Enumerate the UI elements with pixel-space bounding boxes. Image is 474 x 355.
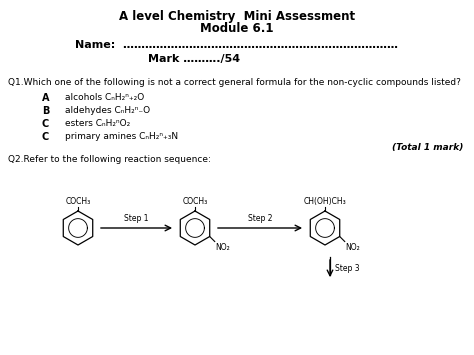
Text: Q2.Refer to the following reaction sequence:: Q2.Refer to the following reaction seque… xyxy=(8,155,211,164)
Text: A level Chemistry  Mini Assessment: A level Chemistry Mini Assessment xyxy=(119,10,355,23)
Text: C: C xyxy=(42,132,49,142)
Text: C: C xyxy=(42,119,49,129)
Text: aldehydes CₙH₂ⁿ₋O: aldehydes CₙH₂ⁿ₋O xyxy=(65,106,150,115)
Text: Step 3: Step 3 xyxy=(335,264,360,273)
Text: NO₂: NO₂ xyxy=(346,242,360,251)
Text: Q1.Which one of the following is not a correct general formula for the non-cycli: Q1.Which one of the following is not a c… xyxy=(8,78,461,87)
Text: esters CₙH₂ⁿO₂: esters CₙH₂ⁿO₂ xyxy=(65,119,130,128)
Text: Step 2: Step 2 xyxy=(248,214,272,223)
Text: Step 1: Step 1 xyxy=(124,214,149,223)
Text: Mark ………./54: Mark ………./54 xyxy=(148,54,240,64)
Text: (Total 1 mark): (Total 1 mark) xyxy=(392,143,463,152)
Text: B: B xyxy=(42,106,49,116)
Text: A: A xyxy=(42,93,49,103)
Text: Name:  …………………………………………………………………: Name: ………………………………………………………………… xyxy=(75,40,398,50)
Text: COCH₃: COCH₃ xyxy=(182,197,208,206)
Text: CH(OH)CH₃: CH(OH)CH₃ xyxy=(304,197,346,206)
Text: NO₂: NO₂ xyxy=(216,242,230,251)
Text: Module 6.1: Module 6.1 xyxy=(200,22,274,35)
Text: alcohols CₙH₂ⁿ₊₂O: alcohols CₙH₂ⁿ₊₂O xyxy=(65,93,144,102)
Text: primary amines CₙH₂ⁿ₊₃N: primary amines CₙH₂ⁿ₊₃N xyxy=(65,132,178,141)
Text: COCH₃: COCH₃ xyxy=(65,197,91,206)
